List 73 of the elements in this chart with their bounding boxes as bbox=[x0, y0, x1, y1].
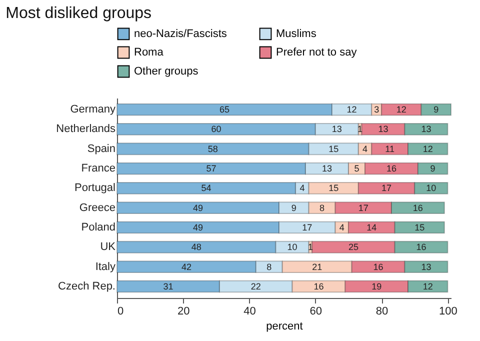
data-label: 65 bbox=[219, 104, 230, 115]
data-label: 4 bbox=[362, 144, 368, 154]
data-label: 12 bbox=[346, 104, 357, 115]
data-label: 15 bbox=[328, 183, 339, 194]
data-label: 16 bbox=[373, 262, 384, 272]
data-label: 13 bbox=[378, 124, 388, 134]
y-tick-label: UK bbox=[100, 241, 116, 254]
y-tick-label: Germany bbox=[70, 104, 116, 116]
data-label: 21 bbox=[312, 262, 322, 272]
data-label: 8 bbox=[266, 262, 272, 272]
data-label: 10 bbox=[426, 183, 436, 194]
data-label: 17 bbox=[302, 222, 312, 232]
x-tick-label: 60 bbox=[310, 306, 322, 318]
data-label: 60 bbox=[211, 124, 222, 134]
data-label: 17 bbox=[358, 202, 368, 213]
data-label: 10 bbox=[287, 242, 298, 252]
data-label: 3 bbox=[374, 104, 380, 115]
data-label: 58 bbox=[208, 144, 218, 154]
data-label: 16 bbox=[386, 164, 396, 174]
y-tick-label: Spain bbox=[87, 142, 116, 155]
data-label: 9 bbox=[434, 104, 439, 115]
data-label: 42 bbox=[181, 262, 192, 272]
y-tick-label: France bbox=[81, 162, 116, 175]
legend-label: Roma bbox=[134, 46, 164, 58]
data-label: 15 bbox=[414, 222, 425, 232]
data-label: 15 bbox=[328, 144, 339, 154]
data-label: 19 bbox=[372, 281, 382, 292]
data-label: 31 bbox=[163, 281, 174, 292]
x-tick-label: 40 bbox=[244, 306, 256, 318]
data-label: 1 bbox=[358, 124, 363, 134]
data-label: 54 bbox=[201, 183, 212, 194]
data-label: 5 bbox=[354, 164, 360, 174]
y-tick-label: Italy bbox=[95, 260, 116, 273]
data-label: 17 bbox=[382, 183, 392, 194]
y-tick-label: Portugal bbox=[74, 182, 116, 194]
data-label: 12 bbox=[396, 104, 406, 115]
legend-label: Prefer not to say bbox=[276, 46, 358, 58]
x-tick-label: 0 bbox=[118, 306, 124, 318]
data-label: 48 bbox=[191, 242, 202, 252]
data-label: 12 bbox=[422, 144, 433, 154]
x-tick-label: 100 bbox=[439, 306, 458, 318]
x-axis-title: percent bbox=[266, 320, 303, 332]
y-tick-label: Netherlands bbox=[56, 123, 116, 136]
data-label: 8 bbox=[320, 202, 325, 213]
data-label: 9 bbox=[430, 164, 436, 174]
data-label: 13 bbox=[332, 124, 342, 134]
data-label: 57 bbox=[206, 164, 216, 174]
x-tick-label: 80 bbox=[376, 306, 388, 318]
data-label: 13 bbox=[322, 164, 332, 174]
data-label: 14 bbox=[366, 222, 377, 232]
chart-title: Most disliked groups bbox=[6, 5, 152, 22]
data-label: 49 bbox=[193, 222, 204, 232]
y-tick-label: Greece bbox=[79, 202, 116, 214]
legend-label: Other groups bbox=[134, 66, 199, 78]
data-label: 22 bbox=[250, 281, 261, 292]
data-label: 25 bbox=[348, 242, 358, 252]
data-label: 1 bbox=[308, 242, 313, 252]
data-label: 4 bbox=[300, 183, 305, 194]
x-tick-label: 20 bbox=[178, 306, 190, 318]
data-label: 16 bbox=[314, 281, 324, 292]
data-label: 13 bbox=[421, 124, 432, 134]
data-label: 9 bbox=[291, 202, 296, 213]
data-label: 4 bbox=[339, 222, 344, 232]
data-label: 49 bbox=[193, 202, 204, 213]
data-label: 13 bbox=[421, 262, 432, 272]
legend-label: Muslims bbox=[276, 28, 317, 40]
data-label: 16 bbox=[416, 242, 426, 252]
data-label: 16 bbox=[412, 202, 423, 213]
data-label: 11 bbox=[385, 144, 394, 154]
y-tick-label: Czech Rep. bbox=[58, 280, 116, 292]
y-tick-label: Poland bbox=[81, 221, 116, 234]
legend-label: neo-Nazis/Fascists bbox=[134, 28, 228, 40]
data-label: 12 bbox=[422, 281, 433, 292]
